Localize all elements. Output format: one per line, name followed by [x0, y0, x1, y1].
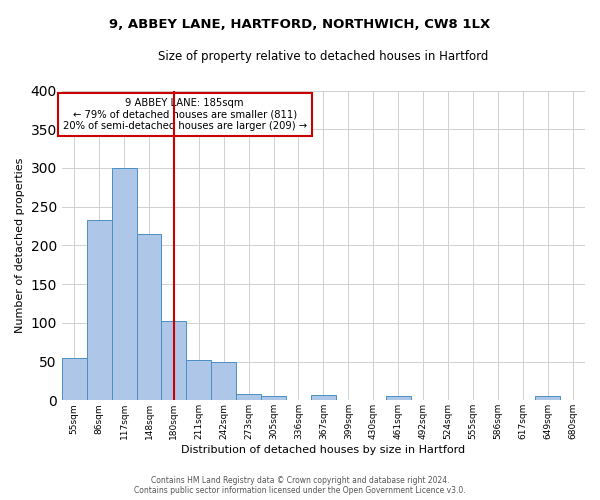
- Bar: [112, 168, 137, 400]
- X-axis label: Distribution of detached houses by size in Hartford: Distribution of detached houses by size …: [181, 445, 466, 455]
- Text: Contains HM Land Registry data © Crown copyright and database right 2024.
Contai: Contains HM Land Registry data © Crown c…: [134, 476, 466, 495]
- Bar: [211, 362, 236, 401]
- Text: 9, ABBEY LANE, HARTFORD, NORTHWICH, CW8 1LX: 9, ABBEY LANE, HARTFORD, NORTHWICH, CW8 …: [109, 18, 491, 30]
- Bar: [311, 395, 336, 400]
- Y-axis label: Number of detached properties: Number of detached properties: [15, 158, 25, 333]
- Bar: [187, 360, 211, 401]
- Bar: [87, 220, 112, 400]
- Bar: [535, 396, 560, 400]
- Title: Size of property relative to detached houses in Hartford: Size of property relative to detached ho…: [158, 50, 488, 63]
- Bar: [261, 396, 286, 400]
- Bar: [236, 394, 261, 400]
- Bar: [386, 396, 410, 400]
- Bar: [62, 358, 87, 401]
- Bar: [137, 234, 161, 400]
- Text: 9 ABBEY LANE: 185sqm
← 79% of detached houses are smaller (811)
20% of semi-deta: 9 ABBEY LANE: 185sqm ← 79% of detached h…: [62, 98, 307, 132]
- Bar: [161, 320, 187, 400]
